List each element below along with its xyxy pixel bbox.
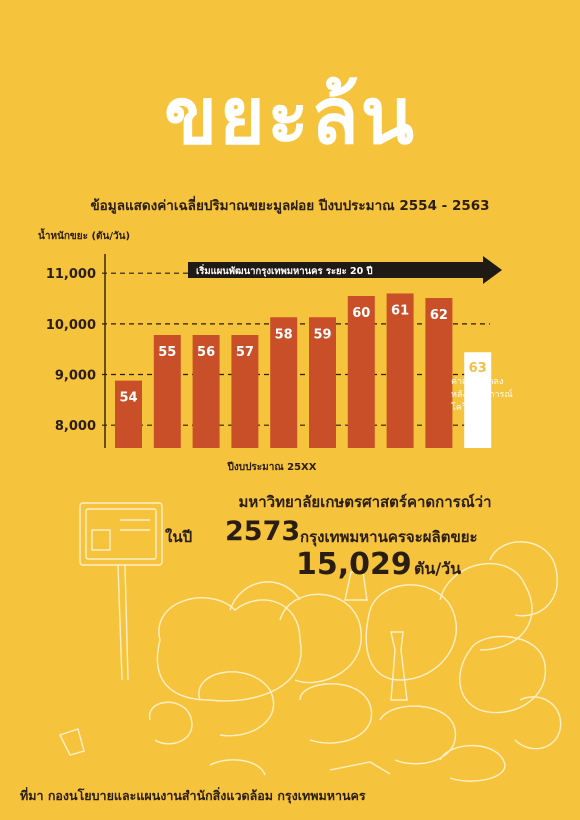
bar bbox=[231, 335, 259, 448]
sign-board-outline bbox=[79, 502, 163, 566]
annotation-line: ค่าเฉลี่ยลดลง bbox=[451, 374, 503, 387]
bar-label: 61 bbox=[391, 303, 409, 318]
bar-label: 60 bbox=[352, 306, 370, 321]
bar bbox=[386, 293, 414, 448]
bar-label: 54 bbox=[119, 391, 137, 406]
page-title: ขยะล้น bbox=[163, 72, 417, 162]
bar bbox=[192, 335, 220, 448]
annotation-line: โควิด 19 bbox=[451, 402, 487, 413]
prediction-city-line: กรุงเทพมหานครจะผลิตขยะ bbox=[300, 528, 478, 546]
bar-label: 62 bbox=[430, 308, 448, 323]
y-tick-label: 8,000 bbox=[55, 419, 96, 434]
y-tick-label: 9,000 bbox=[55, 369, 96, 384]
bar-label: 55 bbox=[158, 345, 176, 360]
bar-label: 63 bbox=[469, 361, 487, 376]
bar bbox=[347, 296, 375, 448]
bar bbox=[464, 352, 492, 448]
annotation-line: หลังสถานการณ์ bbox=[451, 388, 513, 400]
y-tick-label: 11,000 bbox=[46, 267, 96, 282]
arrow-head bbox=[483, 256, 502, 284]
bar-label: 59 bbox=[313, 327, 331, 342]
prediction-unit: ตัน/วัน bbox=[414, 559, 462, 578]
prediction-year-prefix: ในปี bbox=[165, 528, 193, 546]
bar bbox=[270, 317, 298, 448]
y-tick-label: 10,000 bbox=[46, 318, 96, 333]
bar-label: 56 bbox=[197, 345, 215, 360]
bar-chart: 8,000 9,000 10,000 11,000 54 55 56 57 58 59 60 61 62… bbox=[46, 254, 513, 473]
chart-subtitle: ข้อมูลแสดงค่าเฉลี่ยปริมาณขยะมูลฝอย ปีงบป… bbox=[90, 198, 490, 214]
bar bbox=[425, 298, 453, 448]
bar bbox=[309, 317, 336, 448]
bar-label: 58 bbox=[275, 327, 293, 342]
bar bbox=[115, 380, 142, 448]
arrow-shaft bbox=[188, 262, 483, 278]
prediction-amount: 15,029 bbox=[296, 547, 412, 582]
bar bbox=[153, 335, 181, 448]
source-note: ที่มา กองนโยบายและแผนงานสำนักสิ่งแวดล้อม… bbox=[20, 788, 366, 803]
arrow-label: เริ่มแผนพัฒนากรุงเทพมหานคร ระยะ 20 ปี bbox=[196, 263, 373, 277]
y-axis-label: น้ำหนักขยะ (ตัน/วัน) bbox=[38, 231, 131, 242]
x-axis-label: ปีงบประมาณ 25XX bbox=[227, 461, 317, 473]
bar-label: 57 bbox=[236, 345, 254, 360]
prediction-intro: มหาวิทยาลัยเกษตรศาสตร์คาดการณ์ว่า bbox=[238, 493, 492, 511]
prediction-year: 2573 bbox=[225, 516, 301, 547]
